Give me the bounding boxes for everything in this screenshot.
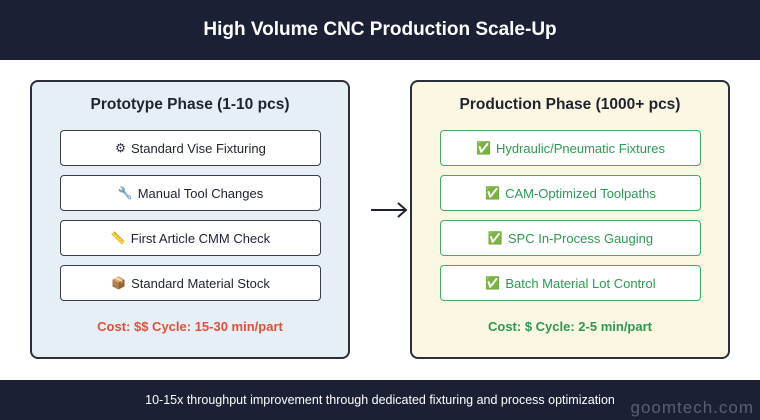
ruler-icon: 📏	[110, 231, 126, 245]
check-icon: ✅	[485, 276, 501, 290]
production-item-label: CAM-Optimized Toolpaths	[505, 185, 656, 201]
prototype-item-vise-fixturing: ⚙ Standard Vise Fixturing	[60, 130, 321, 166]
check-icon: ✅	[487, 231, 503, 245]
package-icon: 📦	[111, 276, 127, 290]
production-cost-cycle: Cost: $ Cycle: 2-5 min/part	[488, 319, 652, 334]
prototype-item-label: Manual Tool Changes	[137, 185, 264, 201]
production-item-hydraulic-fixtures: ✅ Hydraulic/Pneumatic Fixtures	[440, 130, 701, 166]
arrow-right-icon	[371, 202, 408, 218]
wrench-icon: 🔧	[117, 186, 133, 200]
production-item-cam-toolpaths: ✅ CAM-Optimized Toolpaths	[440, 175, 701, 211]
production-item-lot-control: ✅ Batch Material Lot Control	[440, 265, 701, 301]
footer-summary: 10-15x throughput improvement through de…	[145, 393, 615, 407]
production-phase-title: Production Phase (1000+ pcs)	[459, 96, 681, 113]
prototype-cost-cycle: Cost: $$ Cycle: 15-30 min/part	[97, 319, 283, 334]
production-item-label: SPC In-Process Gauging	[507, 230, 654, 246]
production-item-spc-gauging: ✅ SPC In-Process Gauging	[440, 220, 701, 256]
prototype-item-manual-tool-changes: 🔧 Manual Tool Changes	[60, 175, 321, 211]
footer-bar: 10-15x throughput improvement through de…	[0, 380, 760, 420]
check-icon: ✅	[475, 141, 491, 155]
page-title: High Volume CNC Production Scale-Up	[203, 19, 557, 40]
prototype-item-label: Standard Vise Fixturing	[130, 140, 266, 156]
gear-icon: ⚙	[115, 141, 126, 155]
prototype-item-label: Standard Material Stock	[131, 275, 270, 291]
watermark: goomtech.com	[630, 398, 754, 417]
header-bar: High Volume CNC Production Scale-Up	[0, 0, 760, 60]
prototype-phase-panel: Prototype Phase (1-10 pcs) ⚙ Standard Vi…	[30, 80, 350, 359]
prototype-item-cmm-check: 📏 First Article CMM Check	[60, 220, 321, 256]
production-phase-panel: Production Phase (1000+ pcs) ✅ Hydraulic…	[410, 80, 730, 359]
production-item-label: Batch Material Lot Control	[505, 275, 656, 291]
prototype-item-label: First Article CMM Check	[130, 230, 271, 246]
prototype-phase-title: Prototype Phase (1-10 pcs)	[90, 96, 290, 113]
production-item-label: Hydraulic/Pneumatic Fixtures	[495, 140, 665, 156]
check-icon: ✅	[485, 186, 501, 200]
prototype-item-material-stock: 📦 Standard Material Stock	[60, 265, 321, 301]
